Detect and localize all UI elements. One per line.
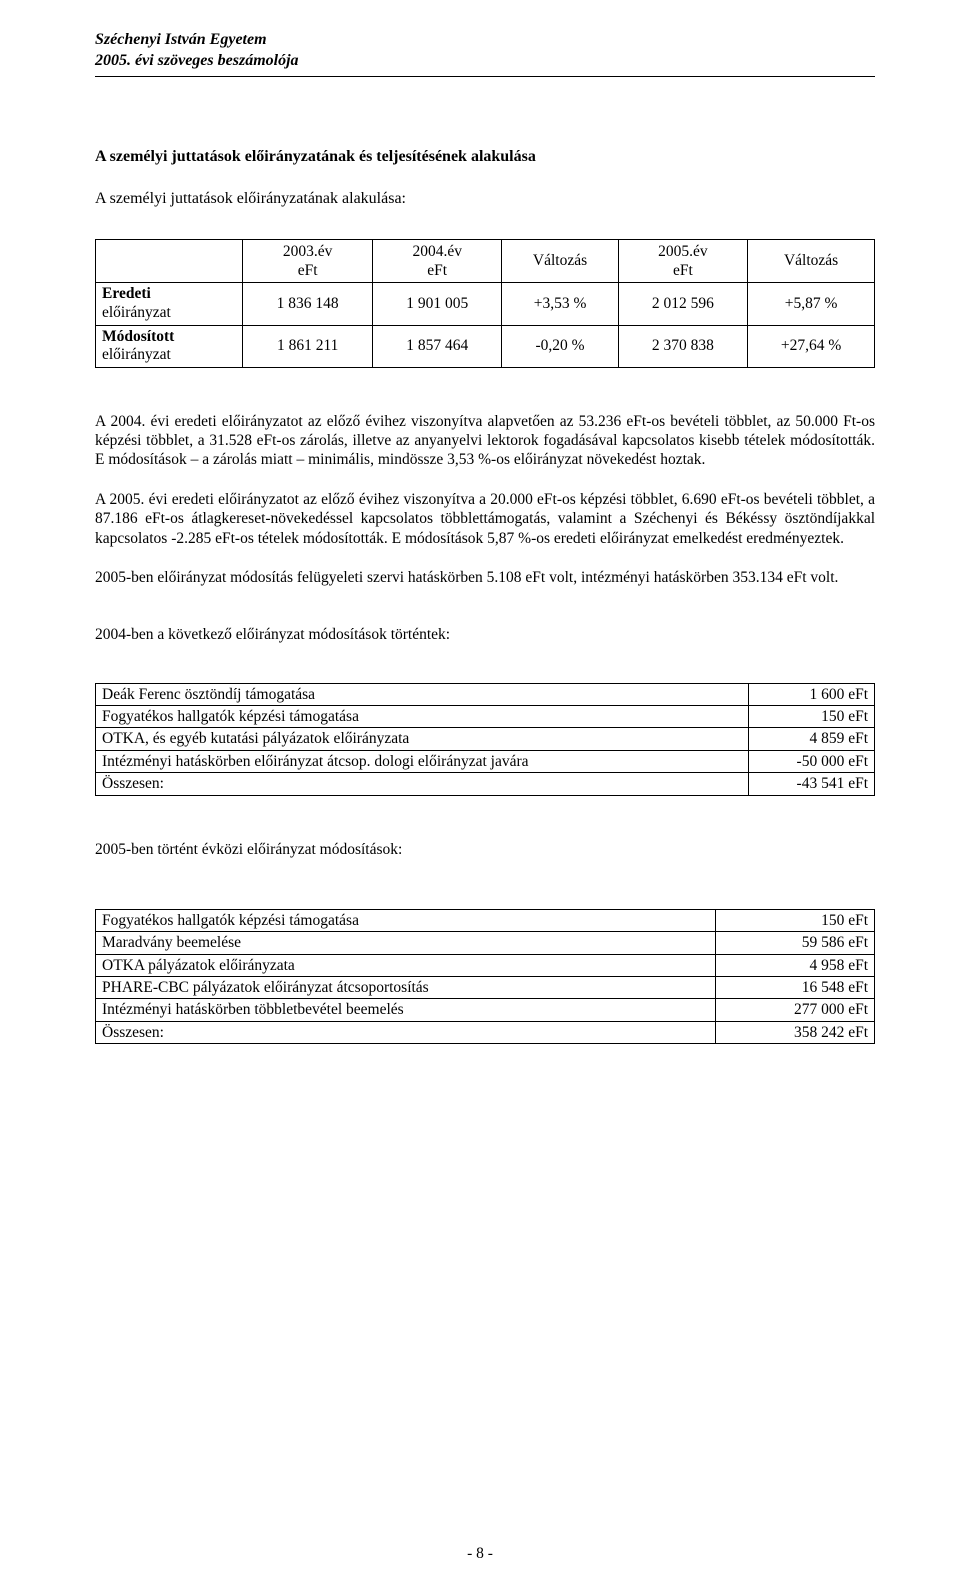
table-row: Intézményi hatáskörben előirányzat átcso… [96,750,875,772]
header-divider [95,76,875,77]
col-header: 2004.éveFt [372,239,502,283]
table-row: Összesen:358 242 eFt [96,1021,875,1043]
table-row: OTKA pályázatok előirányzata4 958 eFt [96,954,875,976]
cell: 16 548 eFt [716,977,875,999]
cell: Összesen: [96,1021,716,1043]
table-row: Eredetielőirányzat 1 836 148 1 901 005 +… [96,283,875,325]
cell: 1 861 211 [243,325,373,367]
col-header: 2003.éveFt [243,239,373,283]
table-row: Összesen:-43 541 eFt [96,773,875,795]
cell: -50 000 eFt [749,750,875,772]
table-row: 2003.éveFt 2004.éveFt Változás 2005.éveF… [96,239,875,283]
cell: 1 857 464 [372,325,502,367]
cell: 358 242 eFt [716,1021,875,1043]
cell: +5,87 % [748,283,875,325]
modifications-2004-table: Deák Ferenc ösztöndíj támogatása1 600 eF… [95,683,875,796]
table-row: OTKA, és egyéb kutatási pályázatok előir… [96,728,875,750]
cell: OTKA, és egyéb kutatási pályázatok előir… [96,728,749,750]
table-row: PHARE-CBC pályázatok előirányzat átcsopo… [96,977,875,999]
paragraph: 2005-ben előirányzat módosítás felügyele… [95,568,875,587]
cell: Intézményi hatáskörben többletbevétel be… [96,999,716,1021]
cell: OTKA pályázatok előirányzata [96,954,716,976]
paragraph: A 2005. évi eredeti előirányzatot az elő… [95,490,875,548]
page-number: - 8 - [0,1544,960,1563]
cell: Maradvány beemelése [96,932,716,954]
doc-header-line1: Széchenyi István Egyetem [95,30,875,51]
cell: 4 859 eFt [749,728,875,750]
row-label: Eredetielőirányzat [96,283,243,325]
table-row: Fogyatékos hallgatók képzési támogatása1… [96,909,875,931]
cell: 150 eFt [749,706,875,728]
paragraph: 2005-ben történt évközi előirányzat módo… [95,840,875,859]
cell: 1 600 eFt [749,683,875,705]
doc-header-line2: 2005. évi szöveges beszámolója [95,51,875,72]
table-row: Deák Ferenc ösztöndíj támogatása1 600 eF… [96,683,875,705]
page: Széchenyi István Egyetem 2005. évi szöve… [0,0,960,1587]
cell: PHARE-CBC pályázatok előirányzat átcsopo… [96,977,716,999]
table-row: Maradvány beemelése59 586 eFt [96,932,875,954]
cell: +3,53 % [502,283,618,325]
section-title: A személyi juttatások előirányzatának és… [95,147,875,167]
cell: +27,64 % [748,325,875,367]
cell: Összesen: [96,773,749,795]
cell: 150 eFt [716,909,875,931]
cell: 1 901 005 [372,283,502,325]
col-header: 2005.éveFt [618,239,748,283]
cell: 1 836 148 [243,283,373,325]
cell: 59 586 eFt [716,932,875,954]
row-label: Módosítottelőirányzat [96,325,243,367]
table-row: Fogyatékos hallgatók képzési támogatása1… [96,706,875,728]
cell: 2 370 838 [618,325,748,367]
cell: Fogyatékos hallgatók képzési támogatása [96,909,716,931]
cell: Fogyatékos hallgatók képzési támogatása [96,706,749,728]
cell: 2 012 596 [618,283,748,325]
subtitle: A személyi juttatások előirányzatának al… [95,189,875,209]
cell: 4 958 eFt [716,954,875,976]
paragraph: 2004-ben a következő előirányzat módosít… [95,625,875,644]
modifications-2005-table: Fogyatékos hallgatók képzési támogatása1… [95,909,875,1044]
cell: -0,20 % [502,325,618,367]
paragraph: A 2004. évi eredeti előirányzatot az elő… [95,412,875,470]
table-row: Intézményi hatáskörben többletbevétel be… [96,999,875,1021]
cell: 277 000 eFt [716,999,875,1021]
cell: -43 541 eFt [749,773,875,795]
col-header: Változás [748,239,875,283]
doc-header: Széchenyi István Egyetem 2005. évi szöve… [95,30,875,72]
col-header: Változás [502,239,618,283]
cell: Intézményi hatáskörben előirányzat átcso… [96,750,749,772]
allocation-table: 2003.éveFt 2004.éveFt Változás 2005.éveF… [95,239,875,368]
table-row: Módosítottelőirányzat 1 861 211 1 857 46… [96,325,875,367]
cell: Deák Ferenc ösztöndíj támogatása [96,683,749,705]
